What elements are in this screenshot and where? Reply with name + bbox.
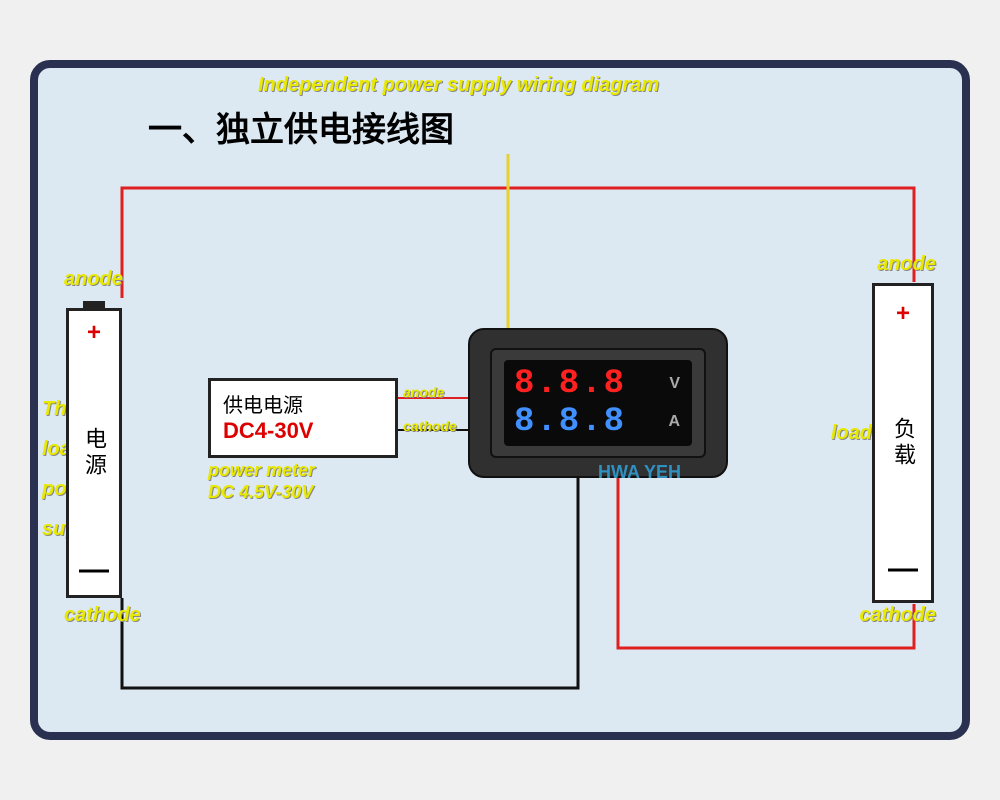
label-pm-sub1: power meter [208, 460, 315, 481]
label-anode-right: anode [877, 253, 936, 276]
amperage-readout: 8.8.8 A [514, 403, 682, 441]
label-load-right: load [831, 422, 872, 445]
title-english: Independent power supply wiring diagram [258, 74, 659, 97]
label-anode-left: anode [64, 268, 123, 291]
load-plus: + [875, 300, 931, 328]
wire-black-out [122, 476, 578, 688]
meter-bezel: 8.8.8 V 8.8.8 A [490, 348, 706, 458]
label-pm-anode: anode [403, 384, 444, 400]
voltage-readout: 8.8.8 V [514, 365, 682, 403]
power-supply-battery: + 电源 — [66, 308, 122, 598]
voltage-unit: V [669, 375, 682, 393]
load-label: 负载 [887, 417, 919, 469]
voltage-digits: 8.8.8 [514, 365, 626, 403]
meter-display: 8.8.8 V 8.8.8 A [504, 360, 692, 446]
label-cathode-right: cathode [859, 604, 936, 627]
wire-red-main [122, 188, 914, 298]
label-cathode-left: cathode [64, 604, 141, 627]
amperage-unit: A [668, 413, 682, 431]
battery-minus: — [69, 553, 119, 587]
amperage-digits: 8.8.8 [514, 403, 626, 441]
diagram-canvas: Independent power supply wiring diagram … [30, 60, 970, 740]
power-box-line1: 供电电源 [223, 389, 383, 418]
title-chinese: 一、独立供电接线图 [148, 102, 454, 151]
load-minus: — [875, 552, 931, 586]
battery-label: 电源 [78, 427, 110, 479]
label-pm-cathode: cathode [403, 418, 457, 434]
label-pm-sub2: DC 4.5V-30V [208, 482, 313, 503]
volt-amp-meter: 8.8.8 V 8.8.8 A [468, 328, 728, 478]
power-meter-supply-box: 供电电源 DC4-30V [208, 378, 398, 458]
load-box: + 负载 — [872, 283, 934, 603]
battery-plus: + [69, 319, 119, 347]
power-box-line2: DC4-30V [223, 418, 383, 444]
watermark-text: HWA YEH [598, 462, 681, 483]
